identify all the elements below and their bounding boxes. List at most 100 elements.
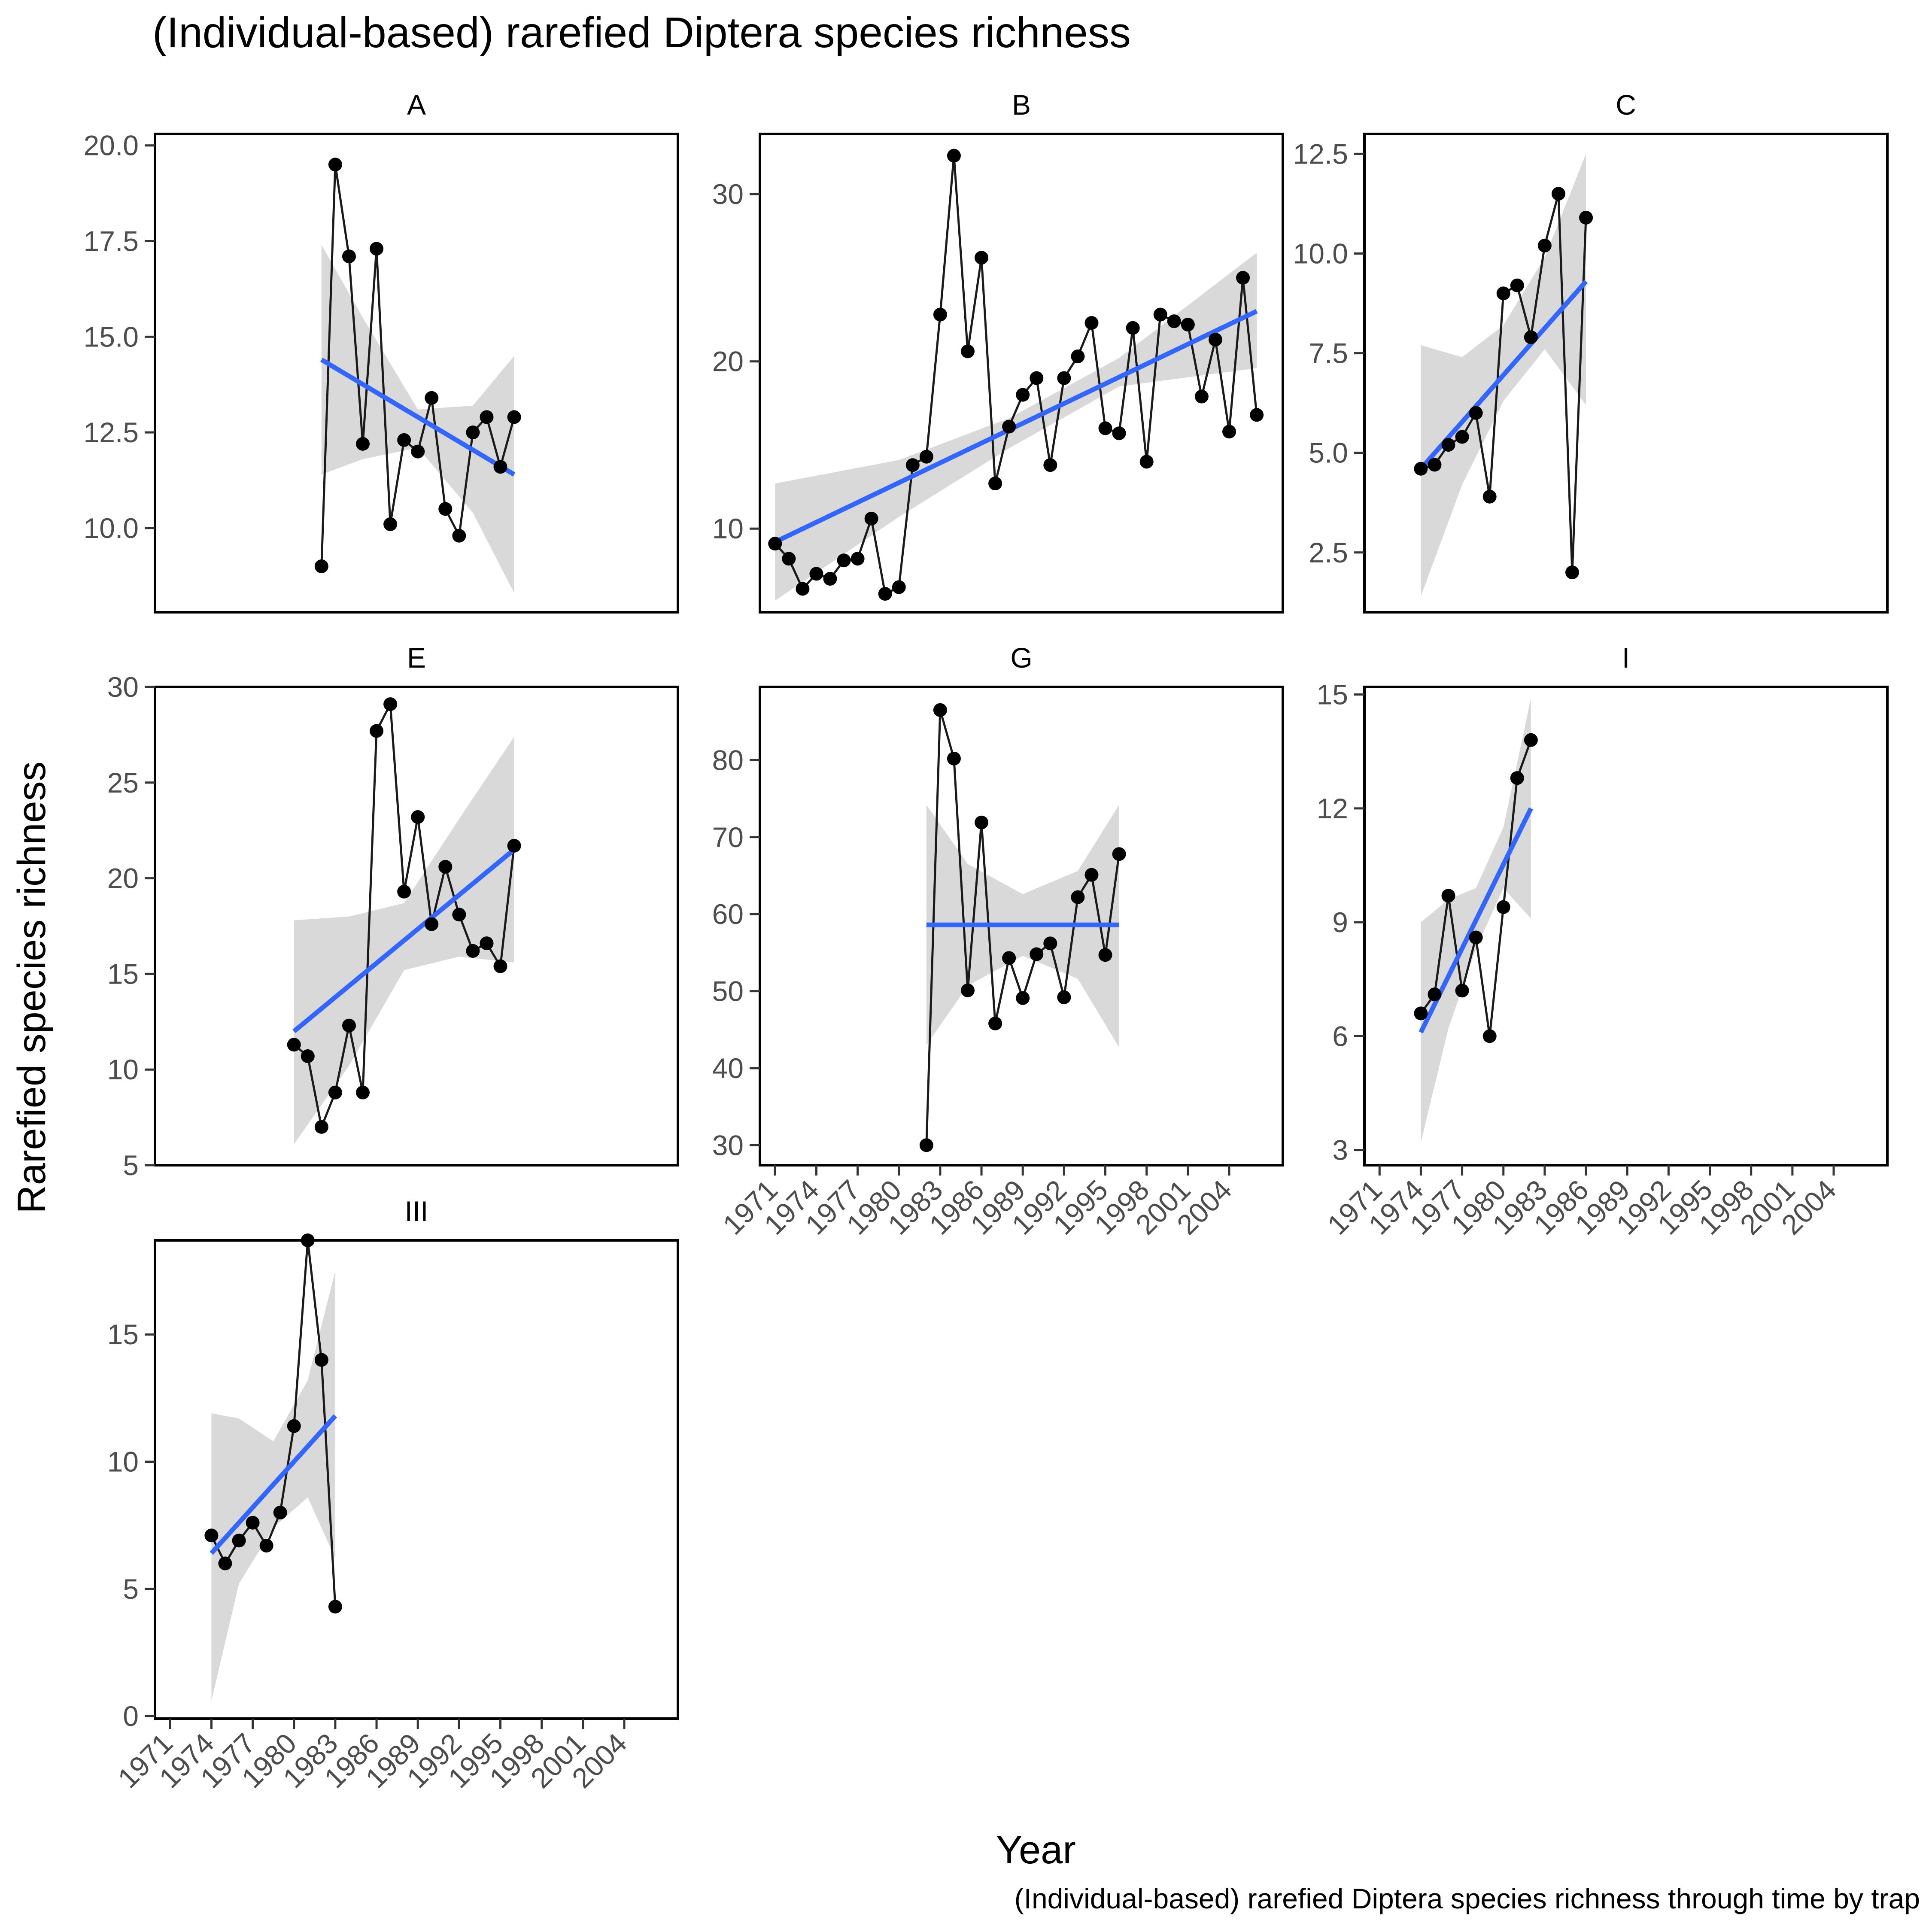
data-point [480, 410, 494, 424]
y-tick-label: 20.0 [84, 130, 139, 161]
data-point [314, 1353, 328, 1367]
data-point [466, 425, 480, 440]
y-tick-label: 15 [107, 1318, 139, 1350]
y-tick-label: 9 [1332, 906, 1348, 938]
data-point [1016, 388, 1030, 402]
data-point [370, 724, 384, 738]
y-tick-label: 5 [123, 1573, 139, 1605]
data-point [960, 983, 975, 997]
panel-title: E [407, 642, 426, 674]
data-point [1098, 421, 1112, 435]
data-point [1002, 419, 1016, 434]
data-point [301, 1049, 315, 1063]
y-axis-title: Rarefied species richness [10, 761, 54, 1213]
data-point [905, 458, 920, 472]
data-point [355, 1085, 370, 1100]
data-point [919, 1138, 933, 1152]
data-point [1482, 489, 1497, 504]
data-point [1112, 426, 1126, 440]
trend-line [320, 358, 516, 477]
y-tick-label: 12.5 [84, 416, 139, 448]
y-tick-label: 70 [712, 821, 744, 853]
data-point [1551, 187, 1565, 201]
data-point [342, 1018, 356, 1033]
data-point [1030, 371, 1044, 385]
data-point [438, 502, 453, 516]
data-point [273, 1506, 287, 1520]
data-point [1441, 438, 1455, 452]
panel-border [759, 133, 1284, 614]
data-point [218, 1556, 232, 1571]
data-point [1181, 318, 1195, 332]
data-point [1510, 771, 1524, 785]
data-point [1496, 286, 1510, 301]
data-point [397, 884, 411, 899]
y-tick-label: 15 [107, 958, 139, 990]
data-point [383, 517, 398, 532]
panel-title: C [1616, 89, 1636, 121]
data-point [480, 936, 494, 951]
y-tick-label: 17.5 [84, 225, 139, 257]
data-point [878, 587, 892, 601]
y-tick-label: 20 [107, 863, 139, 894]
data-point [507, 410, 521, 424]
data-point [507, 838, 521, 853]
y-tick-label: 30 [712, 1129, 744, 1161]
data-point [411, 444, 425, 459]
data-point [1030, 947, 1044, 961]
y-tick-label: 3 [1332, 1134, 1348, 1166]
data-point [975, 815, 989, 829]
data-point [1510, 278, 1524, 292]
x-axis-title: Year [996, 1828, 1076, 1872]
data-point [411, 810, 425, 824]
data-point [768, 537, 782, 551]
data-point [1236, 270, 1250, 285]
data-point [837, 553, 851, 568]
data-point [452, 908, 466, 922]
data-point [1002, 951, 1016, 965]
data-point [246, 1516, 260, 1530]
data-point [1043, 936, 1057, 951]
data-point [1579, 210, 1593, 225]
data-point [287, 1419, 301, 1433]
trend-line [210, 1414, 337, 1555]
panel-title: I [1622, 642, 1630, 674]
data-point [466, 944, 480, 958]
y-tick-label: 12.5 [1293, 138, 1348, 170]
y-tick-label: 12 [1317, 793, 1348, 824]
data-point [328, 1600, 342, 1614]
data-point [1194, 389, 1209, 404]
data-point [1153, 307, 1167, 322]
data-point [383, 697, 398, 711]
data-point [438, 860, 453, 874]
y-tick-label: 5 [123, 1149, 139, 1181]
data-point [1469, 406, 1483, 420]
data-point [493, 959, 507, 973]
data-point [397, 433, 411, 447]
data-point [1455, 430, 1469, 444]
data-point [975, 251, 989, 265]
trend-line [1419, 279, 1588, 471]
y-tick-label: 60 [712, 898, 744, 930]
data-point [425, 917, 439, 931]
data-point [988, 477, 1002, 491]
data-point [355, 437, 370, 451]
data-point [1139, 455, 1154, 469]
data-point [314, 559, 328, 574]
chart-caption: (Individual-based) rarefied Diptera spec… [1015, 1883, 1920, 1914]
y-tick-label: 5.0 [1309, 437, 1348, 469]
panel-I: I369121519711974197719801983198619891992… [1317, 642, 1889, 1241]
data-point [1071, 890, 1085, 904]
data-point [1441, 889, 1455, 903]
panel-B: B 10 20 30 [712, 89, 1284, 614]
data-point [1414, 1006, 1428, 1021]
y-tick-label: 30 [107, 671, 139, 703]
data-point [232, 1534, 246, 1548]
data-point [204, 1528, 219, 1543]
panel-border [154, 1239, 679, 1720]
data-point [1524, 330, 1538, 344]
data-point [328, 158, 342, 172]
data-point [1084, 868, 1099, 882]
y-tick-label: 10 [107, 1054, 139, 1085]
